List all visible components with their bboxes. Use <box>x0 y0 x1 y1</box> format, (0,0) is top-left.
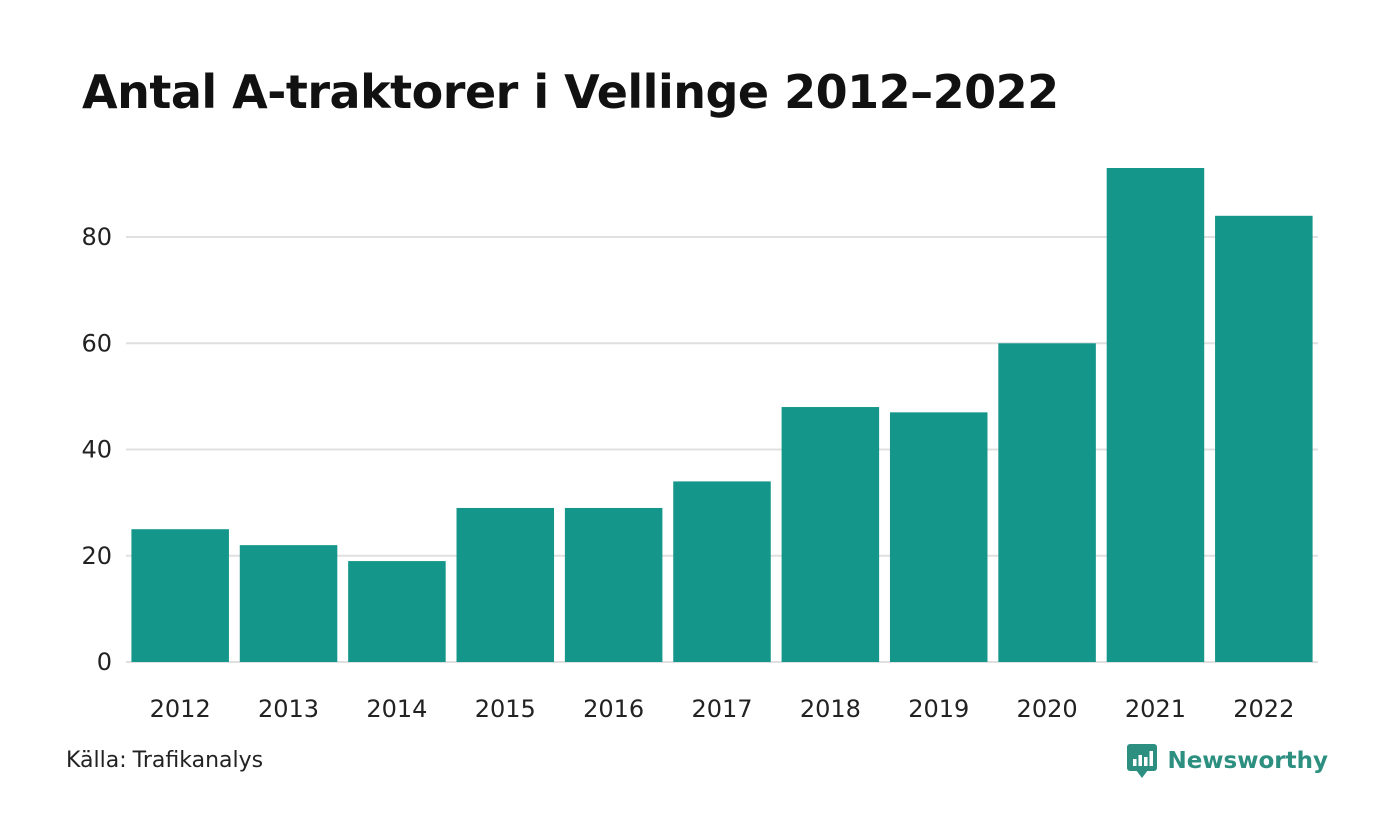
source-note: Källa: Trafikanalys <box>66 748 263 773</box>
bars <box>131 168 1313 662</box>
bar-2018 <box>781 407 880 662</box>
bar-2015 <box>456 507 555 662</box>
bar-2022 <box>1215 215 1313 662</box>
bar-2021 <box>1106 168 1205 662</box>
x-tick-label: 2020 <box>1017 695 1078 723</box>
x-tick-label: 2017 <box>691 695 752 723</box>
bar-2019 <box>889 412 988 662</box>
bar-2013 <box>239 545 338 662</box>
x-tick-label: 2021 <box>1125 695 1186 723</box>
bar-2016 <box>564 507 663 662</box>
chart-title: Antal A-traktorer i Vellinge 2012–2022 <box>82 65 1059 119</box>
y-axis-ticks: 0 20 40 60 80 <box>81 223 112 676</box>
bar-2017 <box>673 481 771 662</box>
y-tick-label: 40 <box>81 436 112 464</box>
y-tick-label: 20 <box>81 542 112 570</box>
newsworthy-logo-icon <box>1127 744 1158 778</box>
y-tick-label: 0 <box>97 648 112 676</box>
source-name: Trafikanalys <box>132 748 264 773</box>
y-tick-label: 80 <box>81 223 112 251</box>
x-tick-label: 2016 <box>583 695 644 723</box>
x-tick-label: 2013 <box>258 695 319 723</box>
y-tick-label: 60 <box>81 329 112 357</box>
source-prefix: Källa: <box>66 748 127 773</box>
x-tick-label: 2014 <box>366 695 427 723</box>
x-tick-label: 2019 <box>908 695 969 723</box>
brand-logo: Newsworthy <box>1127 744 1328 778</box>
bar-2020 <box>998 343 1096 662</box>
bar-2014 <box>348 561 446 662</box>
x-tick-label: 2022 <box>1233 695 1294 723</box>
x-tick-label: 2015 <box>475 695 536 723</box>
x-axis-ticks: 2012 2013 2014 2015 2016 2017 2018 2019 2020 2021… <box>150 695 1295 723</box>
x-tick-label: 2018 <box>800 695 861 723</box>
x-tick-label: 2012 <box>150 695 211 723</box>
bar-2012 <box>131 529 229 662</box>
brand-name: Newsworthy <box>1167 748 1328 774</box>
